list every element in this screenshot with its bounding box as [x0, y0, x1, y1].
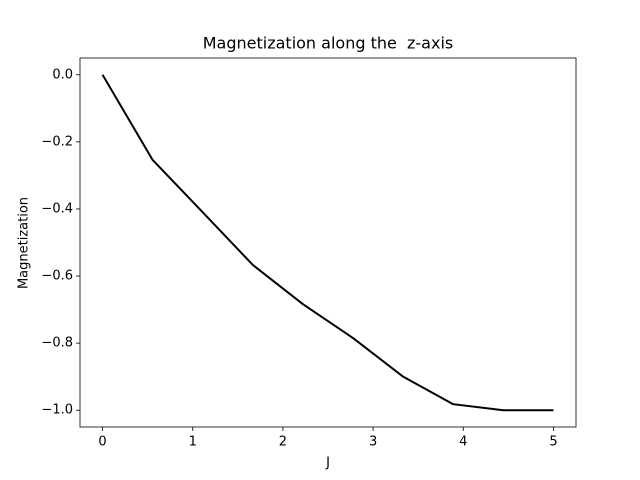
- x-tick-label: 4: [459, 435, 467, 450]
- y-tick-label: 0.0: [52, 67, 73, 82]
- y-tick-label: −1.0: [41, 403, 73, 418]
- data-line: [101, 74, 554, 412]
- y-tick-label: −0.8: [41, 336, 73, 351]
- x-tick-label: 1: [189, 435, 197, 450]
- y-axis-label: Magnetization: [17, 197, 32, 289]
- x-tick-label: 2: [279, 435, 287, 450]
- x-tick-label: 0: [98, 435, 106, 450]
- x-tick-label: 3: [369, 435, 377, 450]
- x-axis-label: J: [325, 456, 330, 471]
- x-tick-label: 5: [549, 435, 557, 450]
- y-tick-label: −0.2: [41, 134, 73, 149]
- y-tick-label: −0.6: [41, 269, 73, 284]
- y-tick-label: −0.4: [41, 201, 73, 216]
- plot-frame: [79, 57, 577, 428]
- chart-title: Magnetization along the z-axis: [203, 34, 453, 53]
